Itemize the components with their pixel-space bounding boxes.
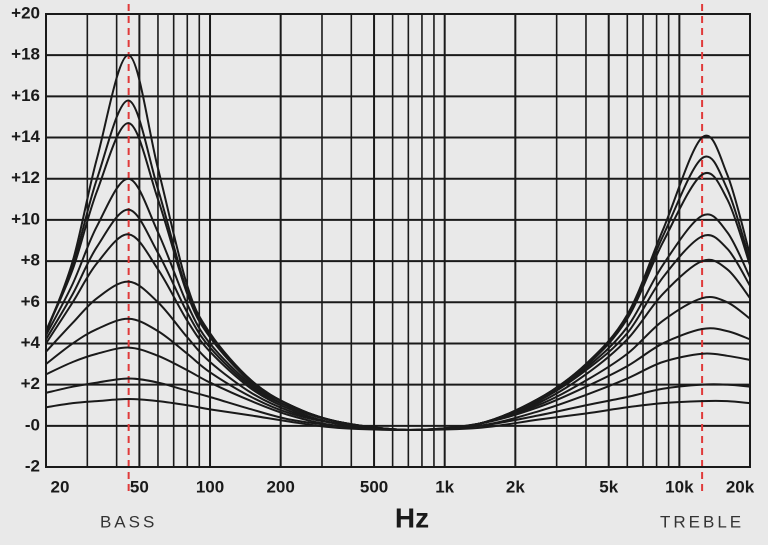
x-tick-label: 50 bbox=[130, 477, 149, 496]
x-tick-label: 5k bbox=[599, 477, 618, 496]
eq-curve bbox=[45, 208, 751, 431]
y-tick-label: +4 bbox=[21, 333, 41, 352]
y-tick-label: +16 bbox=[11, 86, 40, 105]
x-axis-label: Hz bbox=[395, 502, 429, 533]
y-tick-label: +20 bbox=[11, 3, 40, 22]
x-tick-label: 100 bbox=[196, 477, 224, 496]
y-tick-label: +2 bbox=[21, 374, 40, 393]
eq-curve bbox=[45, 317, 751, 431]
x-tick-label: 500 bbox=[360, 477, 388, 496]
y-tick-label: +14 bbox=[11, 127, 40, 146]
eq-curve bbox=[45, 377, 751, 431]
x-tick-label: 10k bbox=[665, 477, 694, 496]
x-tick-label: 2k bbox=[506, 477, 525, 496]
x-tick-label: 1k bbox=[435, 477, 454, 496]
x-tick-label: 20 bbox=[51, 477, 70, 496]
y-tick-label: +8 bbox=[21, 251, 40, 270]
y-tick-label: +12 bbox=[11, 168, 40, 187]
y-tick-label: -2 bbox=[25, 456, 40, 475]
y-tick-label: +18 bbox=[11, 45, 40, 64]
plot-frame bbox=[45, 13, 751, 468]
marker-label: TREBLE bbox=[660, 512, 744, 531]
y-tick-label: -0 bbox=[25, 415, 40, 434]
eq-curve bbox=[45, 398, 751, 431]
y-tick-label: +10 bbox=[11, 209, 40, 228]
x-tick-label: 20k bbox=[726, 477, 755, 496]
y-tick-label: +6 bbox=[21, 292, 40, 311]
x-tick-label: 200 bbox=[266, 477, 294, 496]
marker-label: BASS bbox=[100, 512, 157, 531]
